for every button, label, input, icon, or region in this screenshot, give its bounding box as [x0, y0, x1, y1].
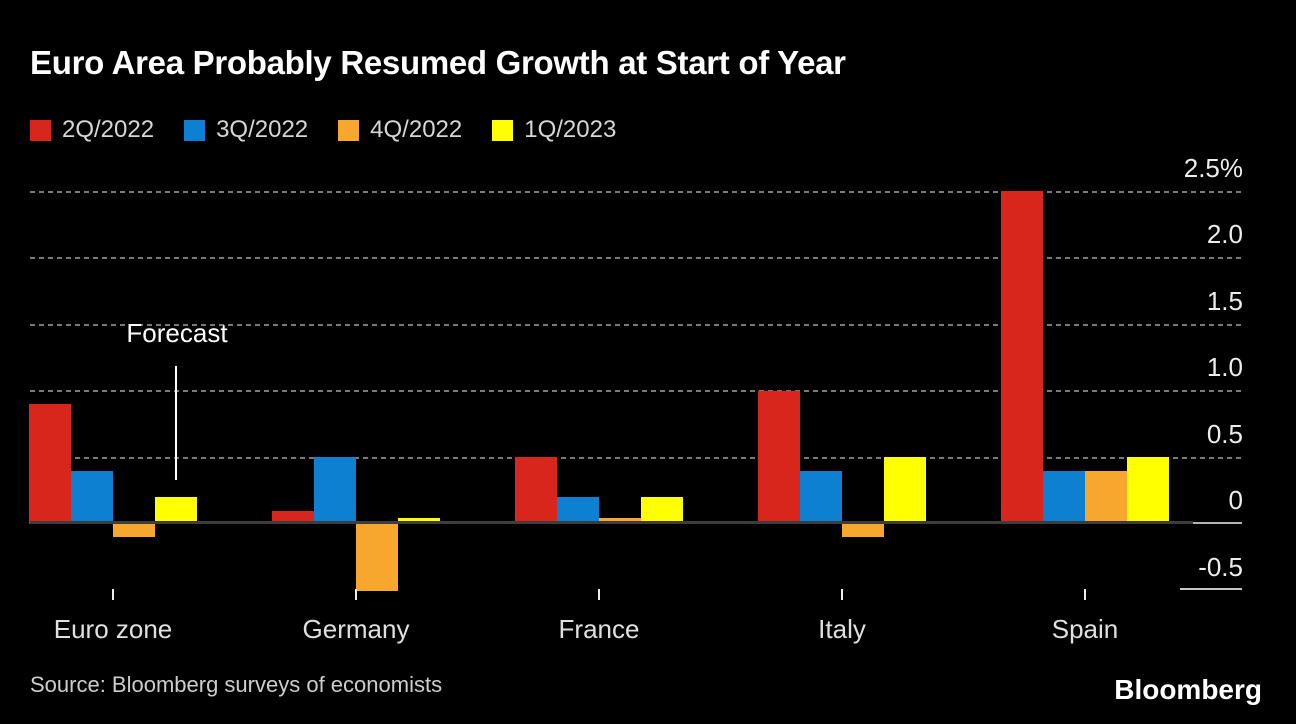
bar-4Q/2022-France: [599, 518, 641, 521]
bar-1Q/2023-Italy: [884, 457, 926, 524]
category-label-France: France: [558, 614, 640, 644]
bar-4Q/2022-Euro zone: [113, 524, 155, 537]
legend-label-3Q/2022: 3Q/2022: [216, 116, 309, 143]
bar-4Q/2022-Germany: [356, 524, 398, 591]
bar-4Q/2022-Italy: [842, 524, 884, 537]
x-axis-tick-Spain: [1084, 589, 1086, 600]
bar-2Q/2022-Spain: [1001, 191, 1043, 524]
y-axis-label-0.5: 0.5: [1206, 418, 1243, 449]
bloomberg-logo: Bloomberg: [1114, 674, 1262, 705]
legend: 2Q/2022 3Q/2022 4Q/2022 1Q/2023: [30, 116, 616, 144]
y-axis-label-1.0: 1.0: [1206, 352, 1243, 382]
legend-item-3Q/2022: 3Q/2022: [184, 116, 308, 144]
legend-item-1Q/2023: 1Q/2023: [492, 116, 616, 144]
y-axis-label-0: 0: [1228, 485, 1243, 515]
category-label-Spain: Spain: [1051, 614, 1119, 644]
category-label-Germany: Germany: [302, 614, 410, 644]
chart-title: Euro Area Probably Resumed Growth at Sta…: [30, 44, 846, 81]
x-axis-tick-France: [598, 589, 600, 600]
bar-1Q/2023-France: [641, 497, 683, 524]
legend-item-2Q/2022: 2Q/2022: [30, 116, 154, 144]
legend-label-1Q/2023: 1Q/2023: [524, 116, 617, 143]
bar-2Q/2022-Italy: [758, 391, 800, 524]
bar-3Q/2022-Spain: [1043, 471, 1085, 524]
bar-1Q/2023-Spain: [1127, 457, 1169, 524]
bar-2Q/2022-France: [515, 457, 557, 524]
y-axis-label-2.5%: 2.5%: [1183, 152, 1243, 183]
legend-item-4Q/2022: 4Q/2022: [338, 116, 462, 144]
legend-swatch-3Q/2022: [184, 119, 206, 141]
bar-3Q/2022-Germany: [314, 457, 356, 524]
bar-2Q/2022-Euro zone: [29, 404, 71, 524]
gridline-1.0: [30, 390, 1243, 392]
bar-3Q/2022-France: [557, 497, 599, 524]
legend-swatch-4Q/2022: [338, 119, 360, 141]
bar-1Q/2023-Germany: [398, 518, 440, 521]
legend-label-4Q/2022: 4Q/2022: [370, 116, 463, 143]
legend-swatch-2Q/2022: [30, 119, 51, 141]
x-axis-tick-Italy: [841, 589, 843, 600]
category-label-Euro zone: Euro zone: [53, 614, 173, 644]
forecast-annotation-line: [175, 366, 177, 480]
x-axis-tick-Euro zone: [112, 589, 114, 600]
legend-swatch-1Q/2023: [492, 119, 514, 141]
bar-3Q/2022-Euro zone: [71, 471, 113, 524]
bar-1Q/2023-Euro zone: [155, 497, 197, 524]
bar-3Q/2022-Italy: [800, 471, 842, 524]
y-axis-label-1.5: 1.5: [1206, 285, 1243, 316]
gridline-0.5: [30, 456, 1243, 459]
y-axis-label-2.0: 2.0: [1206, 219, 1243, 249]
forecast-annotation-label: Forecast: [126, 318, 228, 348]
axis-line-minus-0.5: [1180, 588, 1242, 590]
y-axis-label--0.5: -0.5: [1198, 551, 1243, 582]
category-label-Italy: Italy: [818, 614, 866, 644]
source-note: Source: Bloomberg surveys of economists: [30, 672, 443, 697]
gridline-1.5: [30, 323, 1243, 326]
gridline-2.0: [30, 257, 1243, 259]
zero-baseline: [30, 521, 1193, 524]
legend-label-2Q/2022: 2Q/2022: [62, 116, 155, 143]
bar-4Q/2022-Spain: [1085, 471, 1127, 524]
bar-2Q/2022-Germany: [272, 511, 314, 524]
x-axis-tick-Germany: [355, 589, 357, 600]
zero-baseline-right-segment: [1193, 522, 1242, 524]
gridline-2.5%: [30, 190, 1243, 193]
